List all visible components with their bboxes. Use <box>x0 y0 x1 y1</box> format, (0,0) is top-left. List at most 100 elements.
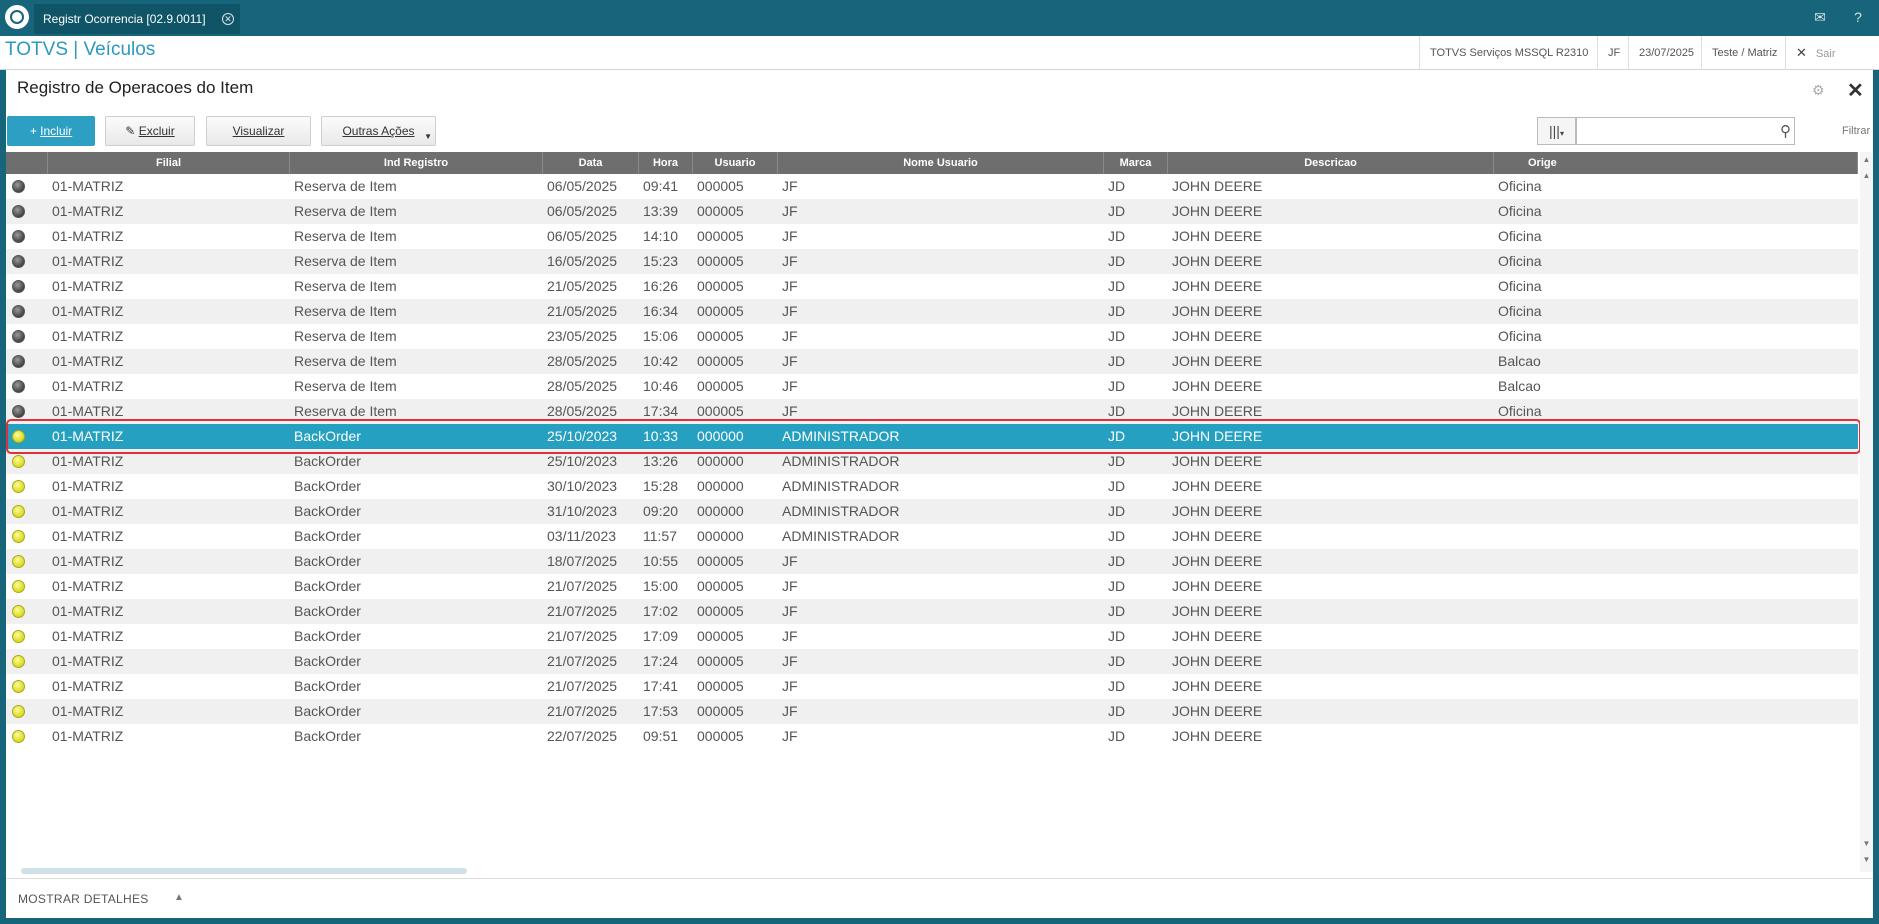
cell-usuario: 000005 <box>697 403 744 419</box>
cell-filial: 01-MATRIZ <box>52 353 124 369</box>
table-row[interactable]: 01-MATRIZ Reserva de Item 21/05/2025 16:26 0… <box>6 274 1858 299</box>
cell-hora: 11:57 <box>643 528 677 544</box>
gear-icon[interactable]: ⚙ <box>1812 82 1825 98</box>
tab-registr-ocorrencia[interactable]: Registr Ocorrencia [02.9.0011] ✕ <box>34 4 240 34</box>
column-header[interactable]: Filial <box>48 152 290 174</box>
help-icon[interactable]: ? <box>1854 9 1862 25</box>
table-row[interactable]: 01-MATRIZ Reserva de Item 23/05/2025 15:06 0… <box>6 324 1858 349</box>
column-config-button[interactable]: |||▾ <box>1537 117 1576 145</box>
excluir-button[interactable]: ✎ Excluir <box>105 116 195 146</box>
table-row[interactable]: 01-MATRIZ Reserva de Item 06/05/2025 09:41 0… <box>6 174 1858 199</box>
column-header[interactable]: Hora <box>639 152 693 174</box>
table-row[interactable]: 01-MATRIZ Reserva de Item 06/05/2025 14:10 0… <box>6 224 1858 249</box>
show-details-toggle[interactable]: MOSTRAR DETALHES <box>18 892 149 906</box>
mail-icon[interactable]: ✉ <box>1814 9 1826 25</box>
table-row[interactable]: 01-MATRIZ BackOrder 21/07/2025 17:53 000005 J… <box>6 699 1858 724</box>
vertical-scrollbar[interactable]: ▲ ▲ ▼ ▼ <box>1860 152 1873 872</box>
cell-origem <box>1494 424 1858 449</box>
cell-hora: 15:23 <box>643 253 679 269</box>
table-row[interactable]: 01-MATRIZ BackOrder 21/07/2025 17:09 000005 J… <box>6 624 1858 649</box>
status-gray-icon <box>12 380 25 393</box>
table-row[interactable]: 01-MATRIZ BackOrder 21/07/2025 17:02 000005 J… <box>6 599 1858 624</box>
table-row[interactable]: 01-MATRIZ BackOrder 21/07/2025 17:24 000005 J… <box>6 649 1858 674</box>
cell-filial: 01-MATRIZ <box>52 303 124 319</box>
cell-ind: BackOrder <box>294 453 361 469</box>
table-row[interactable]: 01-MATRIZ Reserva de Item 28/05/2025 17:34 0… <box>6 399 1858 424</box>
cell-ind: BackOrder <box>294 603 361 619</box>
cell-marca: JD <box>1108 453 1126 469</box>
cell-marca: JD <box>1108 203 1126 219</box>
table-row[interactable]: 01-MATRIZ BackOrder 25/10/2023 10:33 000000 A… <box>6 424 1858 449</box>
scroll-down-icon[interactable]: ▼ <box>1862 839 1871 848</box>
table-row[interactable]: 01-MATRIZ Reserva de Item 28/05/2025 10:46 0… <box>6 374 1858 399</box>
table-row[interactable]: 01-MATRIZ BackOrder 22/07/2025 09:51 000005 J… <box>6 724 1858 749</box>
table-row[interactable]: 01-MATRIZ BackOrder 31/10/2023 09:20 000000 A… <box>6 499 1858 524</box>
table-row[interactable]: 01-MATRIZ Reserva de Item 21/05/2025 16:34 0… <box>6 299 1858 324</box>
logout-label: Sair <box>1815 48 1836 60</box>
cell-nome: JF <box>782 203 798 219</box>
scroll-top-icon[interactable]: ▲ <box>1862 155 1871 164</box>
cell-marca: JD <box>1108 178 1126 194</box>
cell-nome: JF <box>782 403 798 419</box>
cell-filial: 01-MATRIZ <box>52 728 124 744</box>
column-header[interactable]: Marca <box>1104 152 1168 174</box>
cell-nome: JF <box>782 678 798 694</box>
status-yellow-icon <box>12 480 25 493</box>
table-row[interactable]: 01-MATRIZ Reserva de Item 16/05/2025 15:23 0… <box>6 249 1858 274</box>
cell-hora: 09:51 <box>643 728 679 744</box>
search-input[interactable]: ⚲ <box>1576 117 1795 145</box>
cell-filial: 01-MATRIZ <box>52 403 124 419</box>
column-header[interactable]: Data <box>543 152 639 174</box>
table-row[interactable]: 01-MATRIZ Reserva de Item 06/05/2025 13:39 0… <box>6 199 1858 224</box>
column-header[interactable]: Orige <box>1494 152 1858 174</box>
close-icon: ✕ <box>1796 45 1807 60</box>
scroll-bottom-icon[interactable]: ▼ <box>1862 855 1871 864</box>
cell-descricao: JOHN DEERE <box>1172 228 1263 244</box>
table-row[interactable]: 01-MATRIZ BackOrder 30/10/2023 15:28 000000 A… <box>6 474 1858 499</box>
cell-nome: JF <box>782 178 798 194</box>
horizontal-scrollbar[interactable] <box>6 866 1858 876</box>
horizontal-scroll-thumb[interactable] <box>21 868 467 874</box>
filter-label[interactable]: Filtrar <box>1842 125 1871 137</box>
totvs-logo-icon[interactable] <box>5 5 29 29</box>
cell-filial: 01-MATRIZ <box>52 603 124 619</box>
scroll-up-icon[interactable]: ▲ <box>1862 171 1871 180</box>
cell-origem <box>1494 649 1858 674</box>
cell-data: 25/10/2023 <box>547 453 618 469</box>
outras-acoes-button[interactable]: Outras Ações ▼ <box>321 116 436 146</box>
column-header[interactable]: Descricao <box>1168 152 1494 174</box>
plus-icon: + <box>29 124 37 138</box>
cell-origem <box>1494 449 1858 474</box>
visualizar-button[interactable]: Visualizar <box>206 116 311 146</box>
status-gray-icon <box>12 330 25 343</box>
details-footer: MOSTRAR DETALHES ▲ <box>6 878 1873 918</box>
cell-hora: 10:46 <box>643 378 679 394</box>
table-row[interactable]: 01-MATRIZ Reserva de Item 28/05/2025 10:42 0… <box>6 349 1858 374</box>
table-row[interactable]: 01-MATRIZ BackOrder 25/10/2023 13:26 000000 A… <box>6 449 1858 474</box>
close-tab-icon[interactable]: ✕ <box>222 13 234 25</box>
column-header[interactable]: Usuario <box>693 152 778 174</box>
cell-data: 06/05/2025 <box>547 178 618 194</box>
cell-descricao: JOHN DEERE <box>1172 328 1263 344</box>
logout-button[interactable]: ✕ Sair <box>1785 36 1879 70</box>
expand-up-icon[interactable]: ▲ <box>174 892 184 903</box>
cell-usuario: 000005 <box>697 253 744 269</box>
cell-ind: BackOrder <box>294 553 361 569</box>
cell-ind: BackOrder <box>294 528 361 544</box>
cell-origem: Oficina <box>1498 403 1542 419</box>
table-row[interactable]: 01-MATRIZ BackOrder 21/07/2025 15:00 000005 J… <box>6 574 1858 599</box>
table-row[interactable]: 01-MATRIZ BackOrder 21/07/2025 17:41 000005 J… <box>6 674 1858 699</box>
cell-marca: JD <box>1108 228 1126 244</box>
cell-marca: JD <box>1108 578 1126 594</box>
cell-marca: JD <box>1108 653 1126 669</box>
status-yellow-icon <box>12 530 25 543</box>
cell-usuario: 000000 <box>697 453 744 469</box>
column-header[interactable]: Nome Usuario <box>778 152 1104 174</box>
incluir-button[interactable]: + Incluir <box>7 116 95 146</box>
table-row[interactable]: 01-MATRIZ BackOrder 18/07/2025 10:55 000005 J… <box>6 549 1858 574</box>
search-icon[interactable]: ⚲ <box>1780 123 1791 140</box>
column-header-status[interactable] <box>6 152 48 174</box>
close-panel-icon[interactable]: ✕ <box>1847 80 1864 102</box>
column-header[interactable]: Ind Registro <box>290 152 543 174</box>
table-row[interactable]: 01-MATRIZ BackOrder 03/11/2023 11:57 000000 A… <box>6 524 1858 549</box>
